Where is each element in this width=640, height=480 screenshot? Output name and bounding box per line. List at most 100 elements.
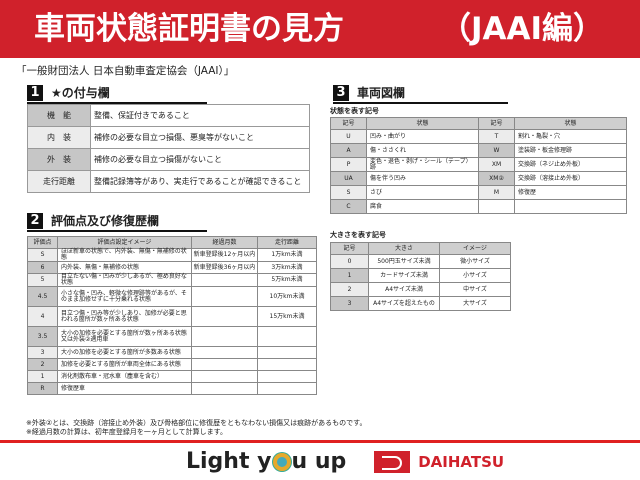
table-cell: 目立たない傷・凹みが少しあるが、極め良好な状態 [57,273,192,287]
table-cell: 交換跡（ネジ止め外板） [514,157,627,172]
table-row: R 修復歴車 [27,382,317,395]
table-cell: 凹み・曲がり [366,129,479,144]
table-row: 4.5 小さな傷・凹み、軽微な修理跡等があるが、そのまま加修せずに十分乗れる状態 1… [27,286,317,307]
column-header: イメージ [439,242,511,255]
page-title-edition: （JAAI編） [440,11,605,47]
table-row: 2 加修を必要とする箇所が車両全体にある状態 [27,358,317,371]
table-cell: 500円玉サイズ未満 [368,254,440,269]
table-row: P 変色・退色・剥げ・シール（テープ）跡 XM 交換跡（ネジ止め外板） [330,157,627,172]
table-cell [191,370,258,383]
table-cell: A [330,143,367,158]
table-cell: 消化剤散布車・冠水車（塵車を含む） [57,370,192,383]
table-cell: 3 [27,346,58,359]
table-cell: 修復歴 [514,185,627,200]
table-cell [191,346,258,359]
table-cell: 5 [27,273,58,287]
table-row: 機 能整備、保証付きであること [27,104,310,127]
table-cell: 割れ・亀裂・穴 [514,129,627,144]
section-2-header: 2 評価点及び修復歴欄 [27,212,207,232]
table-cell: 4.5 [27,286,58,307]
light-you-up-logo: Light y u up [186,449,346,474]
column-header: 状態 [514,117,627,130]
table-cell: 3万km未満 [257,261,317,274]
header-row: 記号 状態 記号 状態 [330,117,627,130]
note: ※経過月数の計算は、初年度登録月を一ヶ月として計算します。 [26,428,227,436]
table-cell [191,306,258,327]
table-cell: T [478,129,515,144]
table-cell: 塗装跡・板金修理跡 [514,143,627,158]
section-number: 1 [27,84,43,101]
table-cell: 3.5 [27,326,58,347]
table-cell: 0 [330,254,369,269]
table-cell: 2 [27,358,58,371]
table-cell: 6 [27,261,58,274]
title-banner: 車両状態証明書の見方 （JAAI編） [0,0,640,58]
table-cell: S [27,248,58,262]
column-header: 記号 [330,117,367,130]
table-cell [478,199,515,214]
table-cell: S [330,185,367,200]
table-cell: 2 [330,282,369,297]
column-header: 走行距離 [257,236,317,249]
table-cell: 5万km未満 [257,273,317,287]
section-number: 2 [27,212,43,229]
table-cell: A4サイズ未満 [368,282,440,297]
table-cell: 10万km未満 [257,286,317,307]
table-row: 1 消化剤散布車・冠水車（塵車を含む） [27,370,317,383]
section-number: 3 [333,84,349,101]
size-symbols-table: 記号 大きさ イメージ 0 500円玉サイズ未満 微小サイズ 1 カードサイズ未満 小サイズ 2 A… [330,242,511,311]
table-cell: 目立つ傷・凹み等が少しあり、加修が必要と思われる箇所が数ヶ所ある状態 [57,306,192,327]
table-cell [257,346,317,359]
footer: Light y u up DAIHATSU [186,449,504,474]
column-header: 大きさ [368,242,440,255]
state-symbols-label: 状態を表す記号 [330,107,379,115]
table-cell: 変色・退色・剥げ・シール（テープ）跡 [366,157,479,172]
table-cell: U [330,129,367,144]
slogan-text: Light y [186,449,272,474]
row-label: 内 装 [27,126,91,149]
table-cell: 4 [27,306,58,327]
organization-label: 「一般財団法人 日本自動車査定協会（JAAI）」 [16,65,235,77]
table-cell [257,358,317,371]
table-cell: 15万km未満 [257,306,317,327]
table-cell: 1万km未満 [257,248,317,262]
table-row: 内 装補修の必要な目立つ損傷、悪臭等がないこと [27,126,310,149]
state-symbols-table: 記号 状態 記号 状態 U 凹み・曲がり T 割れ・亀裂・穴 A 傷・ささくれ W 塗装跡・板金修理跡… [330,117,627,214]
table-row: 3.5 大小の加修を必要とする箇所が数ヶ所ある状態又は外装②適用車 [27,326,317,347]
table-cell: 小サイズ [439,268,511,283]
table-row: 走行距離 整備記録簿等があり、実走行であることが確認できること [27,170,310,193]
table-cell: 大小の加修を必要とする箇所が多数ある状態 [57,346,192,359]
row-value: 補修の必要な目立つ損傷がないこと [90,148,310,171]
daihatsu-emblem-icon [374,450,411,473]
table-cell: XM② [478,171,515,186]
table-cell [257,326,317,347]
table-cell: 腐食 [366,199,479,214]
table-cell: 微小サイズ [439,254,511,269]
section-title: 車両図欄 [357,86,406,100]
column-header: 記号 [478,117,515,130]
table-cell: XM [478,157,515,172]
table-cell [514,199,627,214]
table-cell: 中サイズ [439,282,511,297]
table-cell: 新車登録後12ヶ月以内 [191,248,258,262]
table-row: A 傷・ささくれ W 塗装跡・板金修理跡 [330,143,627,158]
table-cell: さび [366,185,479,200]
table-cell [191,358,258,371]
notes: ※外装②とは、交換跡（溶接止め外装）及び骨格部位に修復歴をともなわない損傷又は痕… [26,419,366,437]
table-cell: 傷・ささくれ [366,143,479,158]
table-row: 外 装補修の必要な目立つ損傷がないこと [27,148,310,171]
table-cell: 交換跡（溶接止め外板） [514,171,627,186]
table-cell: 大サイズ [439,296,511,311]
table-row: 0 500円玉サイズ未満 微小サイズ [330,254,511,269]
brand-name: DAIHATSU [418,452,505,471]
table-row: U 凹み・曲がり T 割れ・亀裂・穴 [330,129,627,144]
table-cell: 加修を必要とする箇所が車両全体にある状態 [57,358,192,371]
table-cell: C [330,199,367,214]
daihatsu-logo: DAIHATSU [374,450,505,473]
table-row: 2 A4サイズ未満 中サイズ [330,282,511,297]
table-row: 3 大小の加修を必要とする箇所が多数ある状態 [27,346,317,359]
column-header: 状態 [366,117,479,130]
table-cell: W [478,143,515,158]
table-cell: 3 [330,296,369,311]
table-cell: UA [330,171,367,186]
